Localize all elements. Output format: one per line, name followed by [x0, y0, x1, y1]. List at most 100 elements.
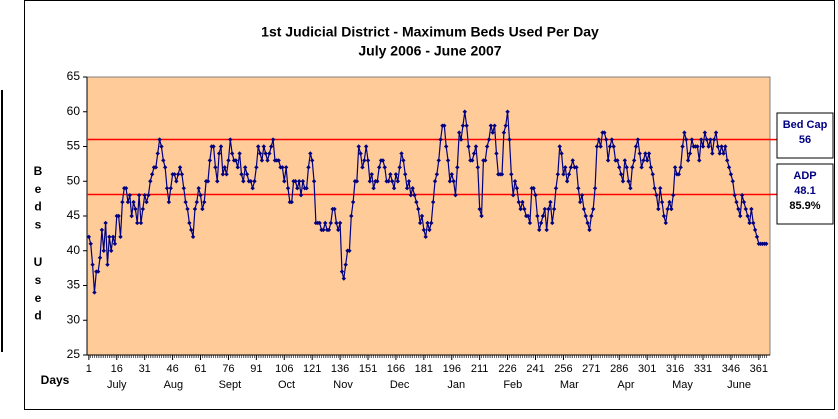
data-point [577, 199, 583, 205]
data-point [643, 151, 648, 156]
data-point [563, 165, 568, 170]
data-point [306, 165, 311, 170]
reference-label: Bed Cap [783, 119, 828, 131]
data-point [622, 158, 628, 163]
data-point [484, 144, 490, 149]
data-point [503, 123, 508, 128]
data-point [730, 179, 735, 184]
data-point [698, 137, 704, 142]
data-point [522, 206, 527, 212]
data-point [187, 220, 192, 226]
x-tick-label: 301 [638, 363, 656, 375]
data-point [743, 206, 749, 212]
month-label: May [672, 379, 693, 391]
data-point [323, 220, 328, 226]
sheet-edge [1, 90, 3, 352]
data-point [700, 144, 706, 149]
data-point [399, 151, 404, 156]
data-point [125, 199, 131, 205]
data-point [453, 192, 458, 198]
data-point [92, 290, 97, 295]
data-point [375, 179, 380, 184]
y-axis-label-letter: s [35, 218, 42, 232]
data-point [490, 130, 495, 135]
data-point [136, 192, 142, 198]
data-point [732, 192, 737, 198]
data-point [576, 186, 581, 191]
y-axis-label-letter: B [34, 164, 43, 178]
data-point [684, 137, 689, 142]
x-tick-label: 316 [666, 363, 684, 375]
reference-box [776, 163, 834, 225]
reference-percent: 85.9% [789, 200, 820, 212]
data-point [181, 186, 186, 191]
data-point [553, 186, 559, 191]
data-point [358, 151, 363, 156]
data-point [256, 144, 261, 149]
data-point [462, 109, 467, 114]
data-point [646, 151, 652, 156]
data-point [525, 213, 531, 219]
y-axis-label-letter: s [35, 273, 42, 287]
data-point [120, 199, 125, 205]
data-point [226, 158, 231, 163]
data-point [473, 144, 479, 149]
data-point [637, 151, 642, 156]
data-point [561, 172, 566, 177]
data-point [129, 213, 134, 219]
data-point [656, 206, 661, 212]
data-point [295, 186, 300, 191]
data-point [650, 172, 655, 177]
data-point [321, 227, 326, 233]
data-point [596, 137, 601, 142]
month-label: Nov [333, 379, 353, 391]
data-point [257, 151, 263, 156]
data-point [425, 220, 430, 226]
data-point [259, 158, 265, 163]
data-point [713, 130, 719, 135]
data-point [702, 130, 708, 135]
y-tick-label: 50 [67, 173, 81, 187]
y-tick-label: 35 [67, 278, 81, 292]
data-point [460, 123, 466, 128]
data-point [404, 186, 410, 191]
data-point [311, 179, 317, 184]
data-point [237, 151, 242, 156]
data-point [509, 172, 514, 177]
data-point [336, 227, 341, 233]
data-point [371, 186, 376, 191]
data-point [719, 144, 724, 149]
data-point [555, 172, 561, 177]
data-point [179, 172, 185, 177]
data-point [704, 137, 709, 142]
data-point [458, 137, 464, 142]
data-point [557, 144, 562, 149]
data-point [587, 227, 592, 233]
data-point [341, 276, 347, 281]
data-point [395, 179, 400, 184]
data-point [144, 199, 149, 205]
data-point [146, 192, 151, 198]
data-point [276, 158, 281, 163]
data-point [349, 213, 354, 219]
data-point [192, 206, 198, 212]
chart-subtitle: July 2006 - June 2007 [358, 43, 501, 59]
data-point [362, 158, 367, 163]
data-point [738, 213, 743, 219]
data-point [149, 172, 155, 177]
x-tick-label: 16 [111, 363, 123, 375]
data-point [644, 158, 650, 163]
data-point [347, 248, 352, 253]
data-point [412, 192, 417, 198]
data-point [605, 158, 611, 163]
data-point [215, 179, 220, 184]
data-point [470, 158, 475, 163]
data-point [585, 220, 590, 226]
month-label: June [727, 379, 751, 391]
x-tick-label: 1 [86, 363, 92, 375]
data-point [501, 130, 507, 135]
y-tick-label: 60 [67, 104, 81, 118]
data-point [300, 179, 306, 184]
data-point [617, 165, 622, 170]
